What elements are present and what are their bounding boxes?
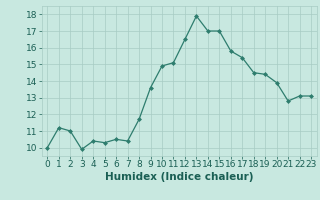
X-axis label: Humidex (Indice chaleur): Humidex (Indice chaleur)	[105, 172, 253, 182]
